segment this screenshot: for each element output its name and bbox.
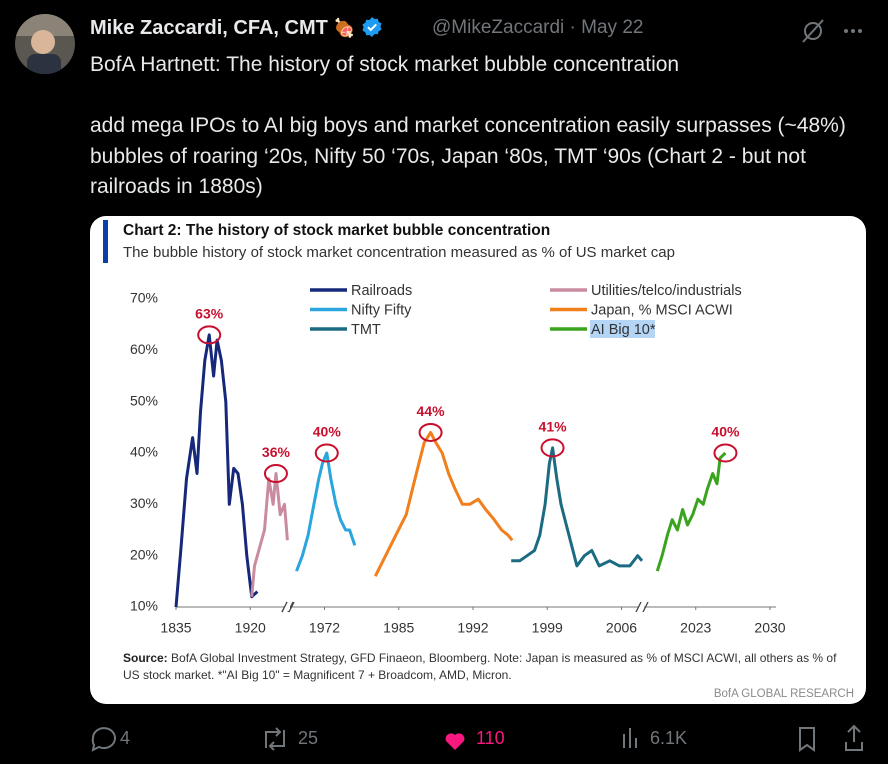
like-count: 110 [476,728,505,748]
retweet-icon[interactable] [265,727,285,751]
axis-break [635,601,649,613]
tweet-text: BofA Hartnett: The history of stock mark… [90,50,870,233]
view-count: 6.1K [650,728,688,748]
more-button[interactable] [844,29,862,33]
peak-circle [418,422,443,442]
series-line [373,431,514,577]
header-icons [802,19,862,43]
peak-label: 40% [711,424,740,440]
grok-icon[interactable] [802,19,824,43]
date[interactable]: May 22 [581,17,644,38]
peak-label: 44% [417,403,446,419]
chart-source: Source: BofA Global Investment Strategy,… [123,650,843,684]
y-tick-label: 10% [130,598,158,614]
like-icon[interactable] [445,733,465,750]
y-tick-label: 20% [130,546,158,562]
legend-label: AI Big 10* [591,322,656,338]
tweet-meta: @MikeZaccardi · May 22 [432,17,643,39]
peak-label: 41% [539,419,568,435]
peak-label: 36% [262,444,291,460]
y-tick-label: 30% [130,495,158,511]
x-tick-label: 1999 [532,620,563,636]
reply-count: 4 [120,728,131,748]
peak-circle [314,443,339,463]
author-emoji: 🍖 [333,18,356,38]
peak-label: 40% [313,424,342,440]
legend-label: Nifty Fifty [351,302,412,318]
peak-circle [197,325,222,345]
y-tick-label: 60% [130,341,158,357]
x-tick-label: 1920 [235,620,266,636]
share-icon[interactable] [845,724,863,751]
author-name[interactable]: Mike Zaccardi, CFA, CMT 🍖 [90,16,383,40]
handle[interactable]: @MikeZaccardi [432,17,565,38]
action-icons [91,724,863,752]
x-tick-label: 1972 [309,620,340,636]
chart-footer: BofA GLOBAL RESEARCH [713,688,854,700]
series-line [250,472,289,597]
verified-badge [362,17,382,37]
x-tick-label: 2023 [680,620,711,636]
peak-circle [263,464,288,484]
y-tick-label: 50% [130,392,158,408]
peak-label: 63% [195,306,224,322]
legend-label: TMT [351,322,381,338]
separator: · [569,17,576,38]
source-text: BofA Global Investment Strategy, GFD Fin… [123,651,837,682]
series-line [174,333,259,608]
views-icon[interactable] [623,728,637,748]
y-tick-label: 40% [130,444,158,460]
peak-circle [540,438,565,458]
avatar[interactable] [15,14,75,74]
tweet-paragraph: add mega IPOs to AI big boys and market … [90,114,846,198]
author-name-text[interactable]: Mike Zaccardi, CFA, CMT [90,17,328,39]
bookmark-icon[interactable] [799,727,815,752]
source-label: Source: [123,651,168,665]
peak-circle [713,443,738,463]
axis-break [281,601,295,613]
series-line [655,451,727,572]
x-tick-label: 1992 [457,620,488,636]
title-accent [103,220,108,263]
x-tick-label: 2030 [754,620,785,636]
reply-icon[interactable] [91,727,116,752]
x-tick-label: 1835 [160,620,191,636]
legend-label: Railroads [351,283,412,299]
chart-subtitle: The bubble history of stock market conce… [123,244,675,261]
chart: Chart 2: The history of stock market bub… [103,220,786,636]
x-tick-label: 2006 [606,620,637,636]
legend-highlight [590,320,655,338]
retweet-count: 25 [298,728,319,748]
y-tick-label: 70% [130,290,158,306]
legend-label: Utilities/telco/industrials [591,283,742,299]
legend-label: Japan, % MSCI ACWI [591,302,733,318]
tweet-paragraph: BofA Hartnett: The history of stock mark… [90,53,680,76]
chart-title: Chart 2: The history of stock market bub… [123,222,550,239]
chart-card[interactable]: Chart 2: The history of stock market bub… [90,216,866,704]
x-tick-label: 1985 [383,620,414,636]
series-line [511,446,644,568]
series-line [295,451,357,572]
